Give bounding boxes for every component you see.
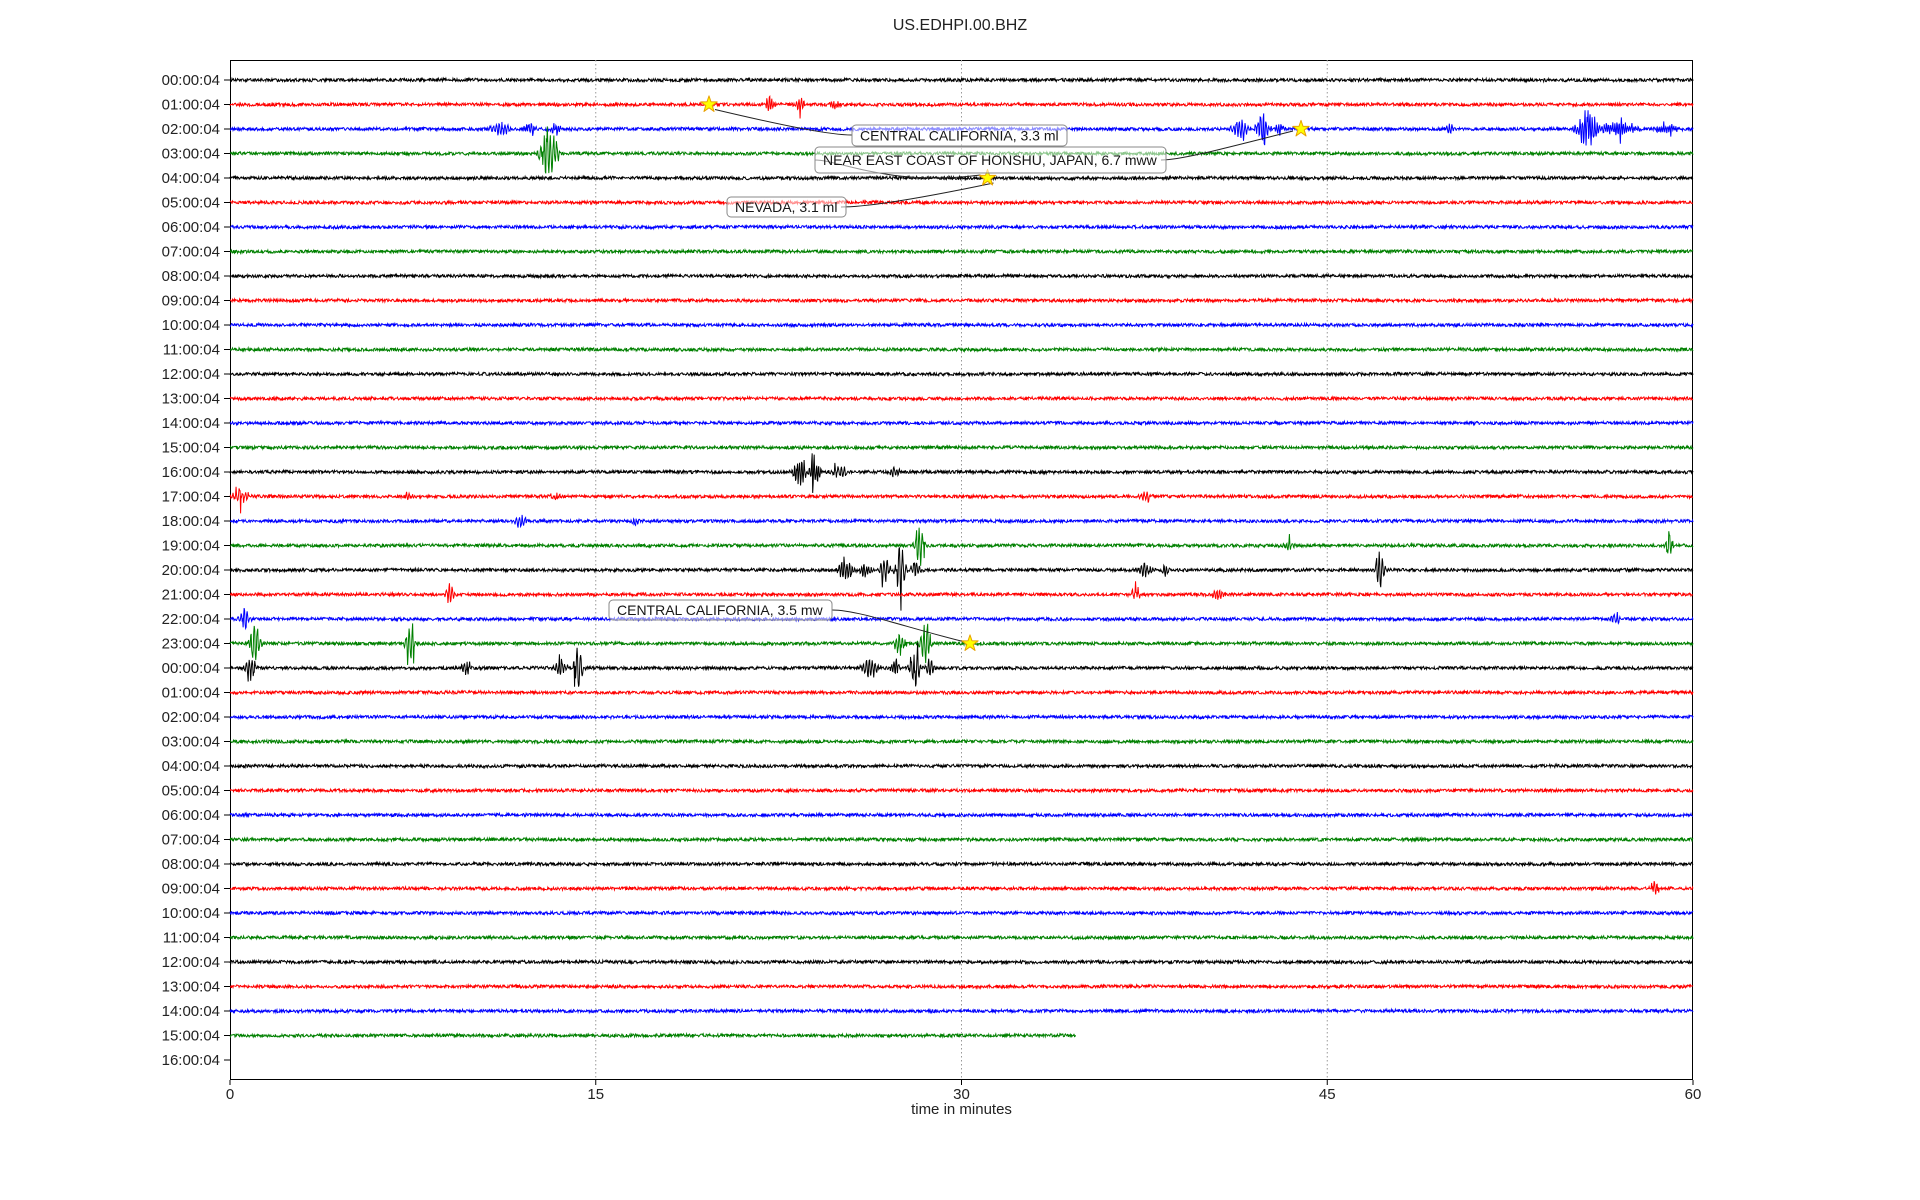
svg-text:04:00:04: 04:00:04 (162, 170, 220, 187)
svg-text:11:00:04: 11:00:04 (163, 342, 220, 359)
svg-text:05:00:04: 05:00:04 (162, 195, 220, 212)
svg-text:07:00:04: 07:00:04 (162, 832, 220, 849)
svg-text:07:00:04: 07:00:04 (162, 244, 220, 261)
svg-text:11:00:04: 11:00:04 (163, 930, 220, 947)
svg-text:20:00:04: 20:00:04 (162, 562, 220, 579)
svg-text:23:00:04: 23:00:04 (162, 636, 220, 653)
svg-text:00:00:04: 00:00:04 (162, 660, 220, 677)
svg-text:05:00:04: 05:00:04 (162, 783, 220, 800)
svg-text:06:00:04: 06:00:04 (162, 807, 220, 824)
svg-text:03:00:04: 03:00:04 (162, 734, 220, 751)
svg-text:04:00:04: 04:00:04 (162, 758, 220, 775)
svg-text:00:00:04: 00:00:04 (162, 72, 220, 89)
svg-text:03:00:04: 03:00:04 (162, 146, 220, 163)
svg-text:02:00:04: 02:00:04 (162, 709, 220, 726)
svg-text:02:00:04: 02:00:04 (162, 121, 220, 138)
svg-text:09:00:04: 09:00:04 (162, 881, 220, 898)
svg-text:CENTRAL CALIFORNIA, 3.3 ml: CENTRAL CALIFORNIA, 3.3 ml (860, 128, 1059, 144)
svg-text:22:00:04: 22:00:04 (162, 611, 220, 628)
svg-text:10:00:04: 10:00:04 (162, 905, 220, 922)
svg-text:60: 60 (1685, 1086, 1702, 1103)
svg-text:06:00:04: 06:00:04 (162, 219, 220, 236)
svg-text:16:00:04: 16:00:04 (162, 1052, 220, 1069)
svg-text:time in minutes: time in minutes (911, 1101, 1012, 1118)
svg-text:17:00:04: 17:00:04 (162, 489, 220, 506)
svg-text:12:00:04: 12:00:04 (162, 954, 220, 971)
svg-text:01:00:04: 01:00:04 (162, 97, 220, 114)
svg-text:16:00:04: 16:00:04 (162, 464, 220, 481)
svg-text:18:00:04: 18:00:04 (162, 513, 220, 530)
svg-text:CENTRAL CALIFORNIA, 3.5 mw: CENTRAL CALIFORNIA, 3.5 mw (617, 602, 824, 618)
svg-text:15: 15 (587, 1086, 604, 1103)
svg-text:08:00:04: 08:00:04 (162, 268, 220, 285)
svg-text:14:00:04: 14:00:04 (162, 415, 220, 432)
svg-text:14:00:04: 14:00:04 (162, 1003, 220, 1020)
svg-text:13:00:04: 13:00:04 (162, 979, 220, 996)
svg-text:10:00:04: 10:00:04 (162, 317, 220, 334)
svg-text:13:00:04: 13:00:04 (162, 391, 220, 408)
svg-text:09:00:04: 09:00:04 (162, 293, 220, 310)
svg-text:08:00:04: 08:00:04 (162, 856, 220, 873)
svg-text:0: 0 (226, 1086, 234, 1103)
svg-text:NEVADA, 3.1 ml: NEVADA, 3.1 ml (735, 199, 837, 215)
svg-text:45: 45 (1319, 1086, 1336, 1103)
svg-text:NEAR EAST COAST OF HONSHU, JAP: NEAR EAST COAST OF HONSHU, JAPAN, 6.7 mw… (823, 152, 1158, 168)
svg-text:15:00:04: 15:00:04 (162, 440, 220, 457)
svg-text:01:00:04: 01:00:04 (162, 685, 220, 702)
svg-text:19:00:04: 19:00:04 (162, 538, 220, 555)
svg-text:12:00:04: 12:00:04 (162, 366, 220, 383)
svg-text:21:00:04: 21:00:04 (162, 587, 220, 604)
svg-text:15:00:04: 15:00:04 (162, 1028, 220, 1045)
